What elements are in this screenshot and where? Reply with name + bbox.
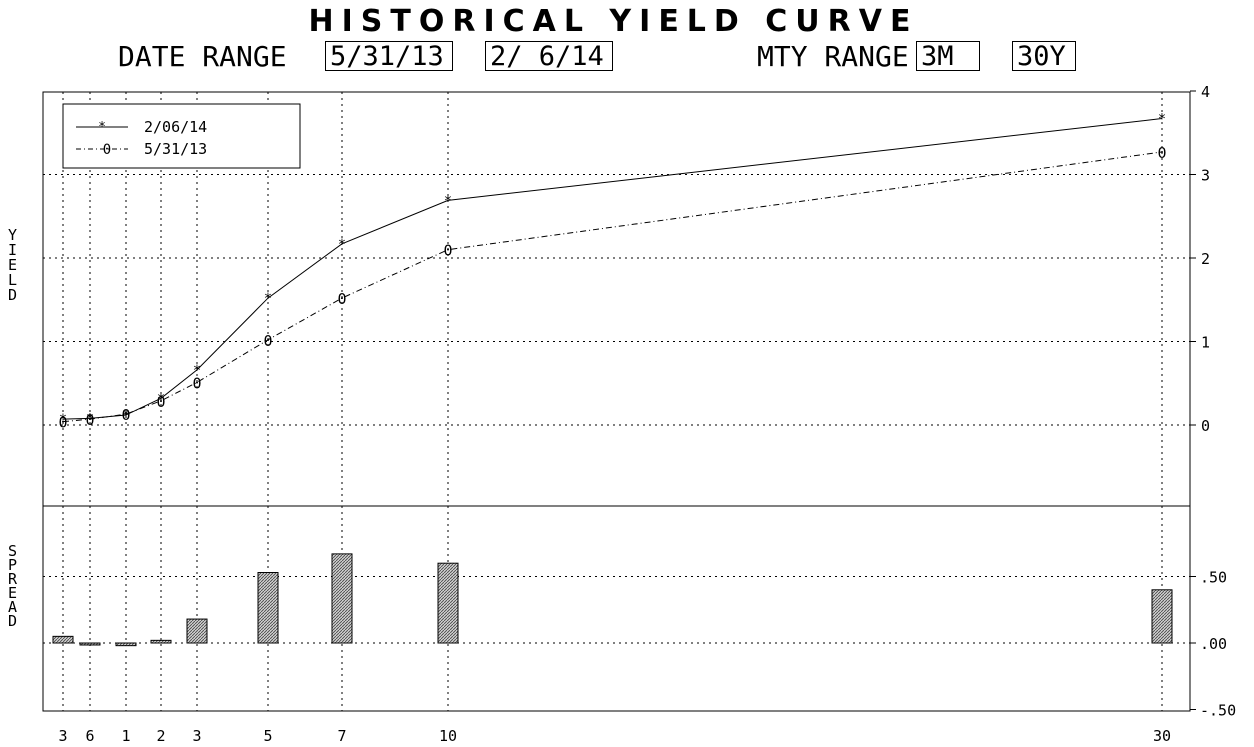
date-to-field[interactable]: 2/ 6/14 bbox=[485, 41, 613, 72]
x-tick-label-7: 7 bbox=[337, 727, 346, 745]
mty-to-field[interactable]: 30Y bbox=[1012, 41, 1076, 72]
legend: * 2/06/14 0 5/31/13 bbox=[62, 103, 301, 169]
series-2-marker-3: 0 bbox=[192, 374, 201, 392]
yield-tick-label-4: 4 bbox=[1201, 83, 1210, 101]
yield-tick-label-3: 3 bbox=[1201, 167, 1210, 185]
spread-tick-label-0: .00 bbox=[1200, 635, 1227, 653]
series-1-marker-7: * bbox=[338, 237, 346, 253]
series-1-marker-3: * bbox=[193, 363, 201, 379]
spread-bar-5 bbox=[257, 572, 279, 644]
series-2-marker-6: 0 bbox=[85, 411, 94, 429]
x-tick-label-5: 5 bbox=[263, 727, 272, 745]
series-1-marker-5: * bbox=[264, 291, 272, 307]
series-2-marker-5: 0 bbox=[263, 332, 272, 350]
series-1-marker-3: * bbox=[59, 412, 67, 428]
date-from-field[interactable]: 5/31/13 bbox=[325, 41, 453, 72]
x-tick-label-3: 3 bbox=[58, 727, 67, 745]
spread-bar-3 bbox=[52, 635, 74, 644]
yield-tick-label-0: 0 bbox=[1201, 417, 1210, 435]
spread-bar-2 bbox=[150, 639, 172, 644]
series-2-marker-3: 0 bbox=[58, 414, 67, 432]
spread-bar-1 bbox=[115, 642, 137, 647]
spread-bar-10 bbox=[437, 562, 459, 644]
plot-frame bbox=[42, 91, 1191, 712]
series-line-2 bbox=[62, 151, 1163, 423]
series-2-marker-1: 0 bbox=[121, 406, 130, 424]
legend-box bbox=[62, 103, 301, 169]
x-tick-label-10: 10 bbox=[439, 727, 457, 745]
chart-title: HISTORICAL YIELD CURVE bbox=[308, 4, 919, 39]
series-2-marker-7: 0 bbox=[337, 290, 346, 308]
series-1-marker-1: * bbox=[122, 408, 130, 424]
spread-tick-label--0.5: -.50 bbox=[1200, 702, 1236, 720]
mty-from-field[interactable]: 3M bbox=[916, 41, 980, 72]
legend-marker-series-1: * bbox=[98, 120, 106, 135]
yield-tick-label-2: 2 bbox=[1201, 250, 1210, 268]
spread-bar-6 bbox=[79, 642, 101, 646]
legend-label-series-1: 2/06/14 bbox=[144, 118, 207, 136]
x-tick-label-2: 2 bbox=[156, 727, 165, 745]
spread-bar-7 bbox=[331, 553, 353, 644]
mty-range-label: MTY RANGE bbox=[757, 40, 909, 73]
x-tick-label-6: 6 bbox=[85, 727, 94, 745]
series-2-marker-2: 0 bbox=[156, 393, 165, 411]
spread-bar-3 bbox=[186, 618, 208, 644]
date-range-label: DATE RANGE bbox=[118, 40, 287, 73]
series-1-marker-2: * bbox=[157, 391, 165, 407]
x-tick-label-30: 30 bbox=[1153, 727, 1171, 745]
spread-tick-label-0.5: .50 bbox=[1200, 569, 1227, 587]
x-tick-label-3: 3 bbox=[192, 727, 201, 745]
series-1-marker-10: * bbox=[444, 193, 452, 209]
legend-label-series-2: 5/31/13 bbox=[144, 140, 207, 158]
series-2-marker-30: 0 bbox=[1157, 144, 1166, 162]
yield-tick-label-1: 1 bbox=[1201, 334, 1210, 352]
x-tick-label-1: 1 bbox=[121, 727, 130, 745]
legend-marker-series-2: 0 bbox=[103, 142, 111, 158]
spread-bar-30 bbox=[1151, 589, 1173, 644]
series-1-marker-30: * bbox=[1158, 112, 1166, 128]
series-2-marker-10: 0 bbox=[443, 242, 452, 260]
